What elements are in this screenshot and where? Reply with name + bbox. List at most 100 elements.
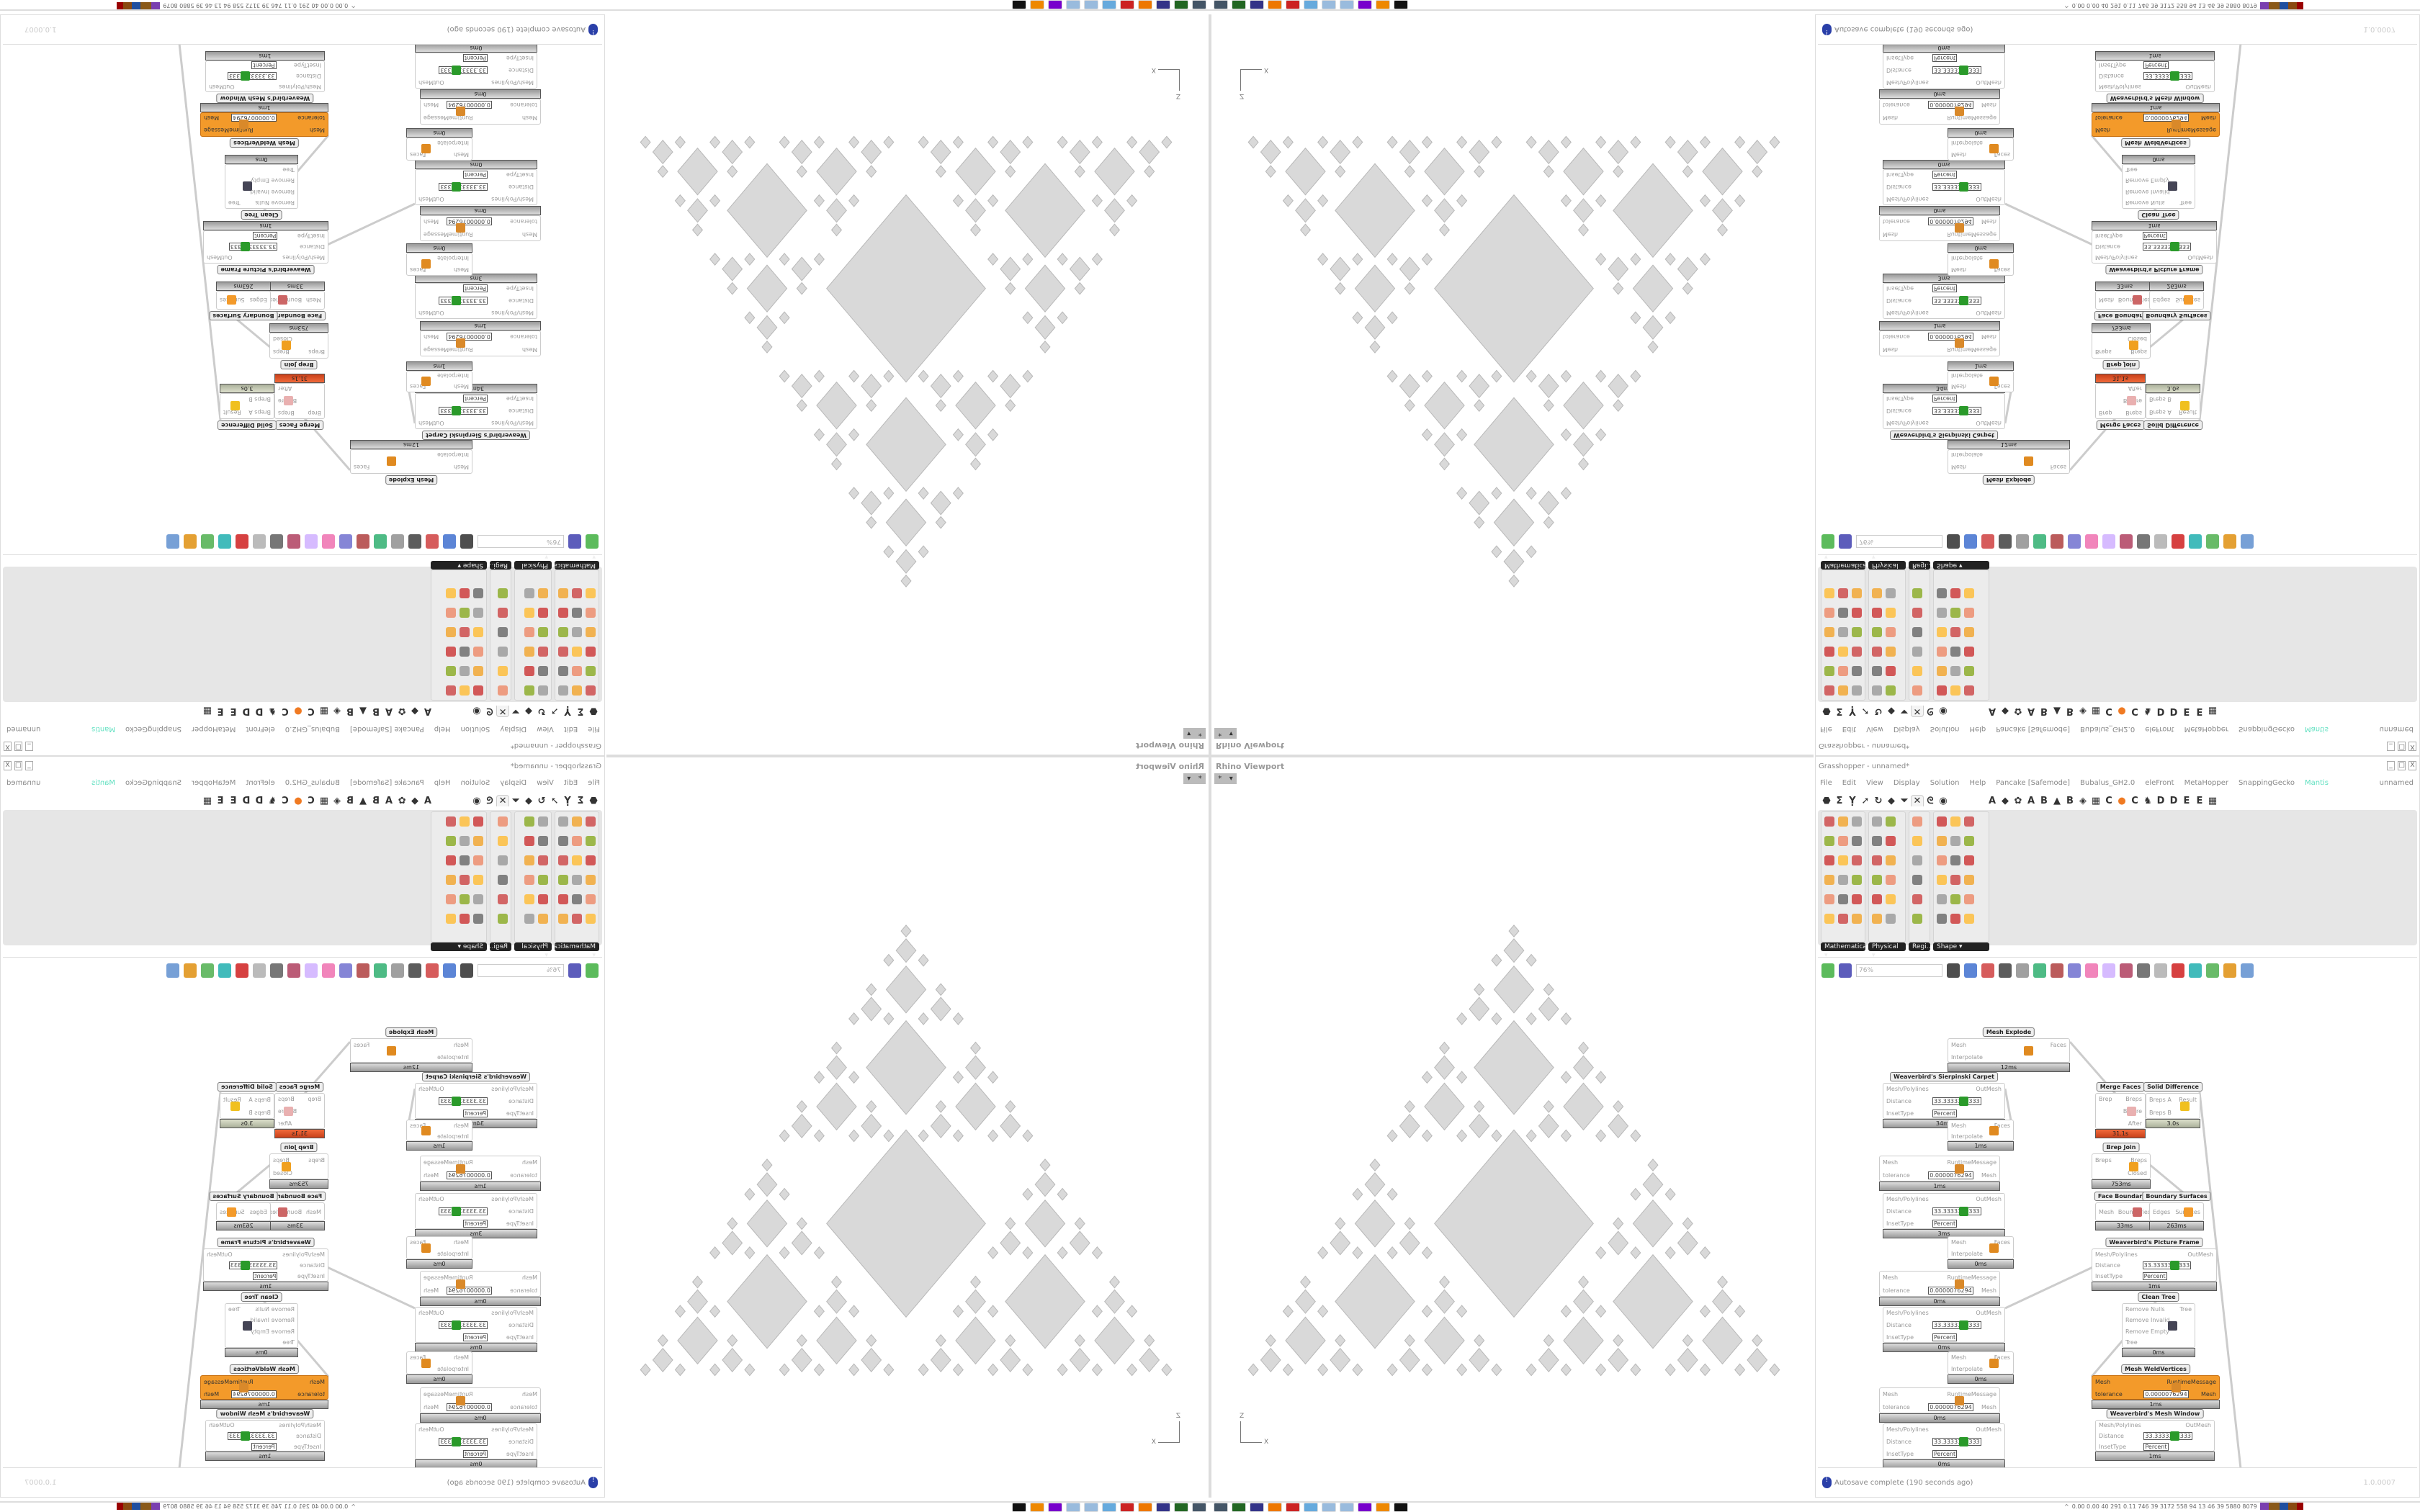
component-icon[interactable] bbox=[586, 685, 596, 696]
input-param[interactable]: Mesh/Polylines bbox=[491, 1086, 534, 1093]
output-param[interactable]: Mesh bbox=[1981, 102, 1996, 108]
output-param[interactable]: Faces bbox=[2050, 464, 2066, 471]
tab-icon[interactable]: ᘓ bbox=[1927, 795, 1934, 806]
plugin-tab-icon[interactable]: ◆ bbox=[411, 795, 418, 806]
input-param[interactable]: Mesh/Polylines bbox=[491, 1196, 534, 1203]
component-icon[interactable] bbox=[1872, 627, 1882, 637]
component-icon[interactable] bbox=[558, 816, 568, 827]
component-icon[interactable] bbox=[1912, 894, 1922, 904]
component-icon[interactable] bbox=[1912, 647, 1922, 657]
component-merge-faces[interactable]: Merge FacesBrepBrepsBeforeAfter31.1s bbox=[2095, 1082, 2146, 1140]
output-param[interactable]: Faces bbox=[354, 464, 370, 471]
input-param[interactable]: tolerance bbox=[1883, 1172, 1910, 1179]
menu-item-elefront[interactable]: eleFront bbox=[246, 779, 275, 787]
input-param[interactable]: Distance bbox=[1886, 1322, 1912, 1328]
component-body[interactable]: BrepBrepsBeforeAfter bbox=[2095, 383, 2146, 419]
component-icon[interactable] bbox=[1937, 875, 1947, 885]
surface-cyan-icon[interactable] bbox=[2189, 534, 2202, 549]
component-weld[interactable]: Mesh tolerance RuntimeMessage Mesh 0.0000076… bbox=[1879, 1156, 2000, 1203]
floppy-64-icon[interactable] bbox=[1250, 0, 1264, 9]
input-param[interactable]: InsetType bbox=[506, 171, 534, 179]
component-icon[interactable] bbox=[498, 627, 508, 637]
component-icon[interactable] bbox=[586, 836, 596, 846]
component-icon[interactable] bbox=[498, 836, 508, 846]
input-param[interactable]: Breps A bbox=[248, 1097, 271, 1103]
component-icon[interactable] bbox=[1872, 836, 1882, 846]
component-icon[interactable] bbox=[1824, 627, 1834, 637]
component-icon[interactable] bbox=[498, 666, 508, 676]
component-icon[interactable] bbox=[1950, 855, 1960, 865]
menu-item-view[interactable]: View bbox=[537, 779, 554, 787]
input-param[interactable]: Mesh/Polylines bbox=[2095, 254, 2138, 261]
component-body[interactable]: Mesh/Polylines Distance InsetType OutMesh 33… bbox=[1883, 169, 2005, 205]
plugin-tab-icon[interactable]: ▦ bbox=[2208, 795, 2218, 806]
input-param[interactable]: Mesh bbox=[1951, 1354, 1967, 1361]
param-value-field[interactable]: 33.3333333333 bbox=[439, 1321, 488, 1329]
open-file-icon[interactable] bbox=[586, 963, 599, 978]
component-icon[interactable] bbox=[586, 855, 596, 865]
input-param[interactable]: Remove Empty bbox=[2125, 1328, 2169, 1335]
output-param[interactable]: OutMesh bbox=[2187, 1251, 2213, 1258]
component-icon[interactable] bbox=[538, 836, 548, 846]
input-param[interactable]: Interpolate bbox=[437, 1366, 469, 1372]
rhino-viewport[interactable]: Rhino Viewport * ▾ Z X bbox=[606, 756, 1210, 1498]
menu-item-snappinggecko[interactable]: SnappingGecko bbox=[2238, 725, 2295, 733]
viewport-menu-button[interactable]: * ▾ bbox=[1214, 773, 1237, 784]
output-param[interactable]: Faces bbox=[1994, 1354, 2010, 1361]
document-name[interactable]: unnamed bbox=[6, 779, 41, 787]
component-icon[interactable] bbox=[498, 608, 508, 618]
minimize-button[interactable]: _ bbox=[2387, 761, 2395, 770]
plugin-tab-icon[interactable]: B bbox=[2040, 706, 2048, 717]
component-icon[interactable] bbox=[1838, 816, 1848, 827]
plugin-tab-icon[interactable]: D bbox=[2156, 795, 2165, 806]
component-icon[interactable] bbox=[498, 588, 508, 598]
input-param[interactable]: Mesh/Polylines bbox=[1886, 1310, 1929, 1317]
component-body[interactable]: Mesh/Polylines Distance InsetType OutMesh 33… bbox=[415, 1193, 537, 1229]
output-param[interactable]: Mesh bbox=[1981, 333, 1996, 340]
input-param[interactable]: Edges bbox=[2153, 1209, 2171, 1215]
component-icon[interactable] bbox=[1838, 608, 1848, 618]
output-param[interactable]: Breps bbox=[2125, 1096, 2142, 1103]
component-body[interactable]: BrepBrepsBeforeAfter bbox=[274, 1093, 325, 1129]
output-param[interactable]: Faces bbox=[1994, 1239, 2010, 1246]
component-icon[interactable] bbox=[1872, 894, 1882, 904]
menu-item-metahopper[interactable]: MetaHopper bbox=[2184, 779, 2229, 787]
terminal-icon[interactable] bbox=[1174, 0, 1188, 9]
input-param[interactable]: Distance bbox=[508, 1439, 534, 1445]
tab-icon[interactable]: ◉ bbox=[472, 706, 481, 717]
component-icon[interactable] bbox=[1937, 588, 1947, 598]
chat-icon[interactable] bbox=[1358, 0, 1372, 9]
component-icon[interactable] bbox=[586, 914, 596, 924]
component-icon[interactable] bbox=[1838, 836, 1848, 846]
input-param[interactable]: Interpolate bbox=[437, 140, 469, 146]
menu-item-mantis[interactable]: Mantis bbox=[91, 779, 116, 787]
inkscape-icon[interactable] bbox=[1012, 0, 1026, 9]
input-param[interactable]: Distance bbox=[300, 1262, 325, 1269]
param-value-field[interactable]: 0.0000076294 bbox=[447, 217, 492, 225]
preview-eye-icon[interactable] bbox=[1964, 963, 1977, 978]
component-body[interactable]: Mesh tolerance RuntimeMessage Mesh 0.0000076… bbox=[420, 215, 541, 241]
cluster-icon[interactable] bbox=[1999, 963, 2012, 978]
component-weld[interactable]: Mesh tolerance RuntimeMessage Mesh 0.0000076… bbox=[1879, 1387, 2000, 1435]
output-param[interactable]: OutMesh bbox=[418, 309, 444, 316]
component-icon[interactable] bbox=[446, 685, 456, 696]
component-icon[interactable] bbox=[558, 647, 568, 657]
plugin-tab-icon[interactable]: ● bbox=[294, 706, 302, 717]
input-param[interactable]: Distance bbox=[1886, 1098, 1912, 1104]
output-param[interactable]: Mesh bbox=[424, 102, 439, 108]
tab-icon[interactable]: ◉ bbox=[1939, 706, 1948, 717]
input-param[interactable]: Interpolate bbox=[1951, 1133, 1983, 1140]
input-param[interactable]: Interpolate bbox=[437, 1053, 469, 1061]
input-param[interactable]: Breps bbox=[308, 1157, 325, 1164]
component-icon[interactable] bbox=[572, 875, 582, 885]
input-param[interactable]: Interpolate bbox=[1951, 255, 1983, 261]
category-0[interactable]: Mathematical ▾ bbox=[552, 942, 599, 959]
menu-item-help[interactable]: Help bbox=[434, 779, 451, 787]
output-param[interactable]: RuntimeMessage bbox=[424, 346, 473, 353]
paint-icon[interactable] bbox=[1322, 1503, 1336, 1512]
plugin-tab-icon[interactable]: ◆ bbox=[411, 706, 418, 717]
component-icon[interactable] bbox=[1937, 855, 1947, 865]
component-icon[interactable] bbox=[572, 685, 582, 696]
output-param[interactable]: RuntimeMessage bbox=[2166, 1378, 2216, 1385]
component-sierpinski[interactable]: Mesh/Polylines Distance InsetType OutMesh 33… bbox=[415, 44, 537, 89]
